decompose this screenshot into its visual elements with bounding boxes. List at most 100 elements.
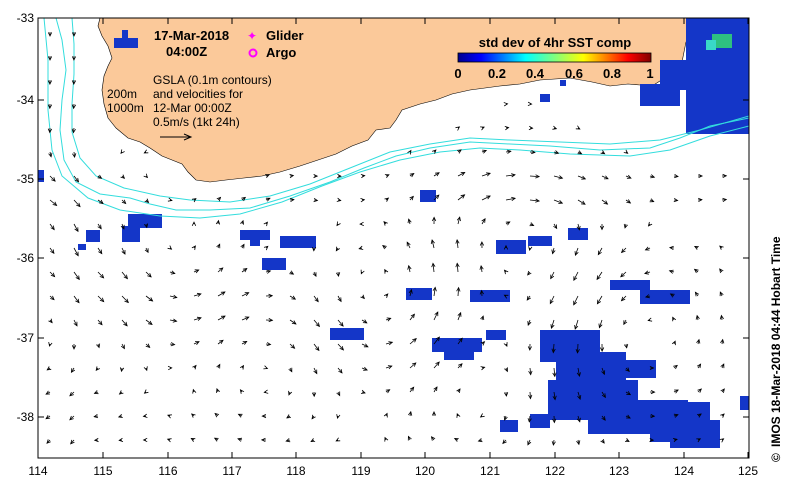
- velocity-arrow-head: [626, 414, 631, 419]
- velocity-arrow-head: [552, 395, 557, 401]
- velocity-arrow-head: [335, 437, 341, 442]
- velocity-arrow-head: [626, 391, 632, 396]
- velocity-arrow-head: [553, 224, 558, 230]
- x-tick-label: 124: [674, 464, 694, 478]
- velocity-arrow-head: [407, 435, 412, 441]
- velocity-arrow-head: [480, 341, 486, 346]
- velocity-arrow-head: [310, 438, 316, 443]
- velocity-arrow-head: [430, 239, 435, 245]
- gsla-note-line1: GSLA (0.1m contours): [153, 73, 272, 87]
- velocity-arrow: [73, 199, 81, 207]
- velocity-arrow-head: [360, 269, 365, 275]
- velocity-arrow-head: [673, 364, 678, 370]
- velocity-arrow-head: [313, 369, 318, 375]
- velocity-arrow-head: [409, 386, 415, 392]
- velocity-arrow-head: [503, 415, 508, 421]
- velocity-arrow-head: [620, 248, 626, 254]
- velocity-arrow-head: [479, 413, 485, 418]
- velocity-arrow-head: [360, 198, 366, 203]
- velocity-arrow-head: [458, 337, 463, 343]
- velocity-arrow-head: [456, 216, 461, 222]
- velocity-arrow-head: [289, 173, 295, 179]
- velocity-arrow-head: [170, 270, 176, 275]
- velocity-arrow-head: [240, 243, 245, 249]
- velocity-arrow-head: [93, 413, 99, 419]
- colorbar: std dev of 4hr SST comp 0 0.2 0.4 0.6 0.…: [454, 35, 653, 81]
- velocity-arrow-head: [596, 299, 602, 305]
- velocity-arrow-head: [311, 246, 317, 252]
- velocity-arrow-head: [71, 56, 77, 61]
- velocity-arrow-head: [51, 177, 56, 182]
- velocity-arrow: [552, 343, 555, 353]
- velocity-arrow-head: [98, 249, 103, 255]
- bathymetry-contours: [43, 18, 749, 219]
- velocity-arrow-head: [480, 126, 485, 131]
- velocity-arrow-head: [216, 388, 220, 393]
- velocity-arrow-head: [695, 314, 700, 320]
- velocity-arrow: [73, 295, 80, 303]
- velocity-arrow: [337, 367, 343, 374]
- velocity-arrow-head: [650, 389, 656, 395]
- velocity-arrow-head: [528, 370, 533, 376]
- velocity-arrow: [601, 175, 609, 180]
- velocity-arrow-head: [550, 324, 555, 329]
- velocity-arrow: [481, 195, 491, 201]
- velocity-arrow: [621, 295, 627, 301]
- velocity-arrow-head: [431, 410, 437, 416]
- velocity-arrow-head: [558, 175, 564, 180]
- velocity-arrow: [577, 343, 579, 353]
- velocity-arrow-head: [192, 388, 197, 394]
- velocity-arrow-head: [143, 149, 149, 154]
- velocity-arrow: [549, 295, 555, 304]
- velocity-arrow-head: [285, 438, 291, 443]
- velocity-arrow-head: [120, 174, 126, 179]
- velocity-arrow-head: [575, 125, 581, 130]
- y-tick-label: -34: [17, 93, 35, 107]
- velocity-arrow-head: [576, 225, 581, 231]
- velocity-arrow-head: [50, 249, 55, 255]
- velocity-arrow-head: [120, 224, 125, 230]
- velocity-arrow-head: [552, 125, 558, 130]
- velocity-arrow-head: [503, 244, 509, 250]
- velocity-arrow-head: [601, 370, 606, 376]
- velocity-arrow: [529, 391, 531, 399]
- velocity-arrow-head: [644, 294, 650, 299]
- velocity-arrow: [121, 295, 129, 303]
- velocity-arrow: [73, 319, 78, 326]
- velocity-arrow-head: [148, 297, 154, 302]
- velocity-arrow-head: [265, 197, 271, 202]
- velocity-arrow: [337, 295, 342, 302]
- velocity-arrow-head: [244, 292, 250, 297]
- velocity-arrow-head: [574, 325, 579, 330]
- velocity-arrow-head: [45, 390, 51, 395]
- velocity-arrow-head: [121, 250, 126, 255]
- velocity-arrow-head: [167, 197, 173, 202]
- velocity-arrow-head: [409, 195, 414, 201]
- velocity-arrow: [145, 295, 153, 302]
- velocity-arrow-head: [720, 413, 725, 418]
- scale-arrow: [160, 133, 193, 141]
- velocity-arrow: [433, 172, 440, 177]
- velocity-arrow-head: [143, 223, 149, 229]
- velocity-arrow-head: [124, 298, 129, 304]
- velocity-arrow-head: [558, 200, 564, 204]
- velocity-arrow: [406, 242, 411, 249]
- velocity-arrow-head: [220, 291, 226, 296]
- velocity-arrow-head: [74, 251, 79, 257]
- velocity-arrow-head: [503, 294, 509, 299]
- velocity-arrow-head: [214, 412, 220, 418]
- velocity-arrow-head: [529, 222, 535, 227]
- velocity-arrow-head: [504, 367, 508, 373]
- velocity-arrow: [217, 267, 224, 273]
- y-tick-label: -33: [17, 11, 35, 25]
- velocity-arrow-head: [435, 336, 440, 342]
- velocity-arrow-head: [649, 437, 655, 443]
- velocity-arrow: [574, 319, 579, 330]
- velocity-arrow: [529, 367, 532, 375]
- y-tick-label: -38: [17, 410, 35, 424]
- velocity-arrow-head: [50, 225, 55, 231]
- velocity-arrow-head: [71, 32, 77, 37]
- velocity-arrow-head: [698, 173, 704, 179]
- velocity-arrow-head: [694, 291, 700, 297]
- velocity-arrow-head: [479, 241, 485, 246]
